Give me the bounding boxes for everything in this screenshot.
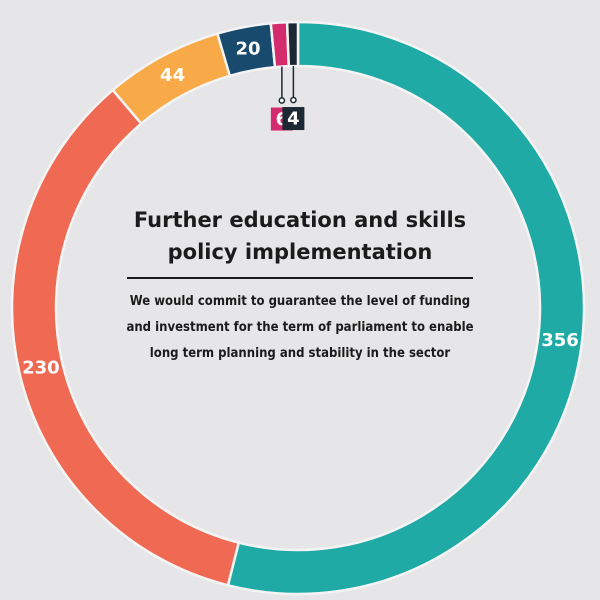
donut-slice-356 xyxy=(226,20,586,596)
donut-slice-4 xyxy=(285,20,300,68)
title-divider xyxy=(127,277,473,279)
slice-label-44: 44 xyxy=(160,65,185,86)
center-text: Further education and skills policy impl… xyxy=(125,204,475,367)
callout-box xyxy=(282,107,305,131)
chart-subtitle: We would commit to guarantee the level o… xyxy=(126,294,474,361)
donut-slice-6 xyxy=(269,20,291,69)
slice-label-20: 20 xyxy=(236,38,261,59)
callout-dot xyxy=(278,97,286,104)
slice-label-230: 230 xyxy=(22,357,60,378)
slice-label-356: 356 xyxy=(541,330,579,351)
callout-dot xyxy=(290,96,297,104)
chart-title: Further education and skills policy impl… xyxy=(133,208,467,264)
slice-label-4: 4 xyxy=(287,109,300,130)
